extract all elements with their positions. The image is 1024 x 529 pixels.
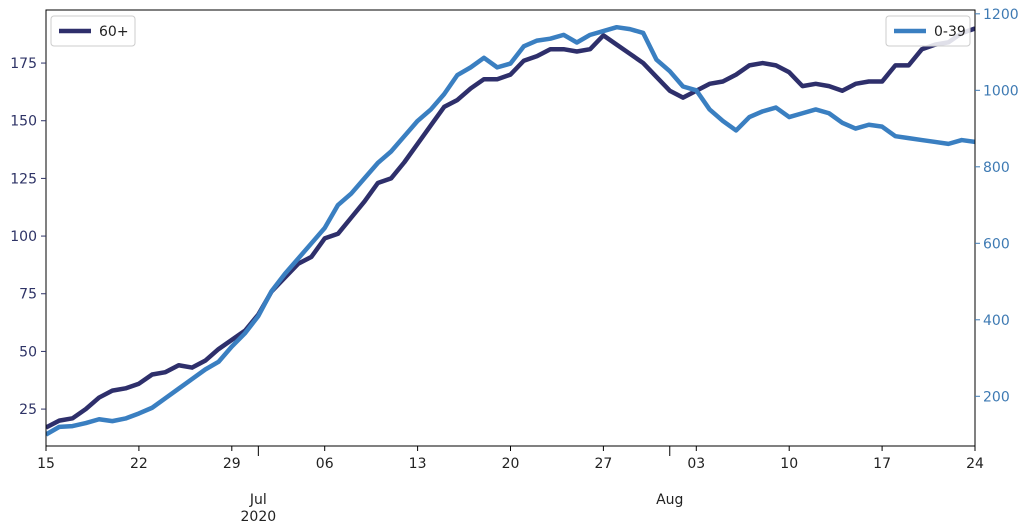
- y-left-tick-label: 125: [10, 171, 37, 187]
- y-right-tick-label: 400: [983, 313, 1010, 329]
- y-left-tick-label: 75: [19, 287, 37, 303]
- x-tick-label: 24: [966, 456, 984, 472]
- x-tick-label: 17: [873, 456, 891, 472]
- y-left-tick-label: 25: [19, 402, 37, 418]
- x-tick-label: 15: [37, 456, 55, 472]
- legend-1: 60+: [50, 15, 136, 47]
- y-axis-left: 25 50 75 100 125 150 175: [10, 56, 46, 418]
- x-tick-label: 13: [409, 456, 427, 472]
- y-right-tick-label: 200: [983, 389, 1010, 405]
- x-tick-label: 06: [316, 456, 334, 472]
- legend-box: [885, 15, 971, 47]
- x-year-label: 2020: [241, 509, 277, 525]
- y-left-tick-label: 100: [10, 229, 37, 245]
- legend-label: 60+: [99, 24, 129, 40]
- x-tick-label: 20: [502, 456, 520, 472]
- y-left-tick-label: 175: [10, 56, 37, 72]
- x-tick-label: 03: [687, 456, 705, 472]
- y-right-tick-label: 1000: [983, 83, 1019, 99]
- x-tick-label: 29: [223, 456, 241, 472]
- x-month-label: Jul: [249, 492, 267, 508]
- series-line-1: [46, 26, 975, 430]
- y-axis-right: 200 400 600 800 1000 1200: [975, 7, 1019, 405]
- y-right-tick-label: 600: [983, 236, 1010, 252]
- x-tick-label: 27: [594, 456, 612, 472]
- series-line-2: [46, 24, 975, 437]
- y-left-tick-label: 50: [19, 344, 37, 360]
- y-right-tick-label: 1200: [983, 7, 1019, 23]
- series-lines: [46, 24, 975, 437]
- x-tick-label: 22: [130, 456, 148, 472]
- legend-2: 0-39: [885, 15, 971, 47]
- y-right-tick-label: 800: [983, 160, 1010, 176]
- legend-box: [50, 15, 136, 47]
- x-month-label: Aug: [656, 492, 683, 508]
- y-left-tick-label: 150: [10, 114, 37, 130]
- legend-label: 0-39: [934, 24, 966, 40]
- legends: 60+ 0-39: [50, 15, 971, 47]
- x-tick-label: 10: [780, 456, 798, 472]
